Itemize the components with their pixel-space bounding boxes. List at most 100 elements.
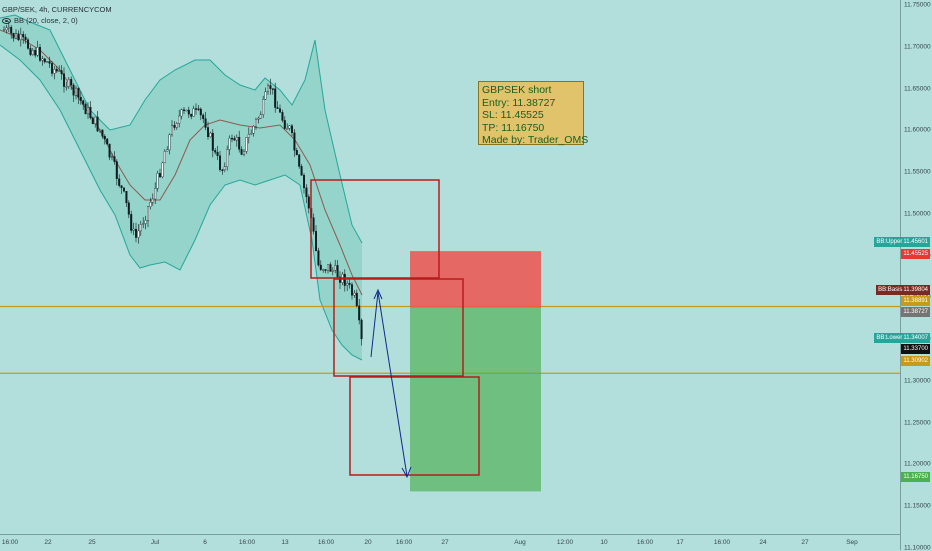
time-tick-label: 22 [44,539,52,546]
price-tag-value: 11.30902 [903,358,928,364]
price-tag-value: 11.39804 [903,287,928,293]
candle-body [209,132,212,137]
price-tag[interactable]: 11.30902 [901,356,930,366]
bb-upper-line [0,14,363,244]
price-tag[interactable]: 11.38727 [901,307,930,317]
price-tag-value: 11.33700 [903,346,928,352]
candle-body [46,61,49,63]
candle-body [89,106,92,119]
price-tick-label: 11.20000 [904,460,931,468]
candle-body [151,198,154,203]
candle-body [130,214,133,231]
candle-body [79,96,82,101]
candle-body [230,137,233,140]
candle-body [235,136,238,141]
rectangle-2[interactable] [349,376,480,476]
candle-body [125,190,128,204]
candle-body [110,156,113,158]
take-profit-zone[interactable] [410,307,541,492]
candle-body [7,26,10,29]
candle-body [149,202,152,207]
candle-body [84,104,87,115]
indicator-legend[interactable]: BB (20, close, 2, 0) [14,16,78,25]
candle-body [161,162,164,178]
candle-body [106,138,109,145]
price-tag[interactable]: 11.38891 [901,296,930,306]
price-tag[interactable]: 11.33700 [901,344,930,354]
bb-lower-line [0,44,363,361]
rectangle-1[interactable] [333,278,464,377]
candle-body [137,230,140,238]
price-tag[interactable]: 11.16750 [901,472,930,482]
candle-body [194,108,197,110]
candle-body [202,114,205,119]
price-tag[interactable]: BB:Lower11.34007 [874,333,930,343]
candle-body [245,137,248,152]
candle-body [343,273,346,286]
candle-body [353,292,356,296]
price-axis[interactable]: 11.75000 11.70000 11.65000 11.60000 11.55000… [900,0,932,551]
candle-body [216,152,219,157]
candle-body [175,123,178,128]
candle-body [197,108,200,110]
price-tag[interactable]: BB:Upper11.45601 [874,237,930,247]
rectangle-0[interactable] [310,179,440,279]
time-tick-label: 6 [203,539,207,546]
price-tag[interactable]: 11.45525 [901,249,930,259]
arrow-up-line[interactable] [370,291,379,358]
time-tick-label: 16:00 [636,539,654,546]
candle-body [319,264,322,270]
candle-body [63,73,66,87]
symbol-legend[interactable]: GBP/SEK, 4h, CURRENCYCOM [2,5,112,14]
candle-body [58,70,61,72]
time-tick-label: 20 [364,539,372,546]
price-tick-label: 11.25000 [904,419,931,426]
candle-body [39,47,42,61]
candle-body [65,86,68,88]
time-axis[interactable]: 16:00 22 25 Jul 6 16:00 13 16:00 20 16:00 27 Aug 12:… [0,534,900,550]
eye-icon[interactable] [2,17,11,24]
candle-body [312,217,315,232]
candle-body [127,202,130,215]
candle-body [288,125,291,129]
candle-body [204,118,207,128]
candle-body [322,269,325,271]
candle-body [72,84,75,96]
candle-body [120,185,123,189]
candle-body [96,116,99,132]
candle-body [240,149,243,155]
arrow-drawings[interactable] [370,288,412,479]
price-tick-label: 11.55000 [904,168,931,176]
candle-body [324,269,327,271]
time-tick-label: 24 [759,539,767,546]
candle-body [218,155,221,170]
candle-body [144,220,147,224]
candle-body [247,134,250,138]
candle-body [27,39,30,49]
chart-plot-area[interactable] [0,0,900,534]
candle-body [259,114,262,119]
candle-body [223,166,226,170]
arrow-down-line[interactable] [377,291,408,477]
candle-body [166,149,169,152]
rectangle-drawings[interactable] [310,179,480,476]
candle-body [295,150,298,156]
short-position-tool[interactable] [410,251,541,492]
candle-body [156,173,159,189]
candle-body [142,223,145,225]
price-tick-label: 11.60000 [904,126,931,134]
candle-body [170,125,173,135]
time-tick-label: 16:00 [395,539,413,546]
time-tick-label: Sep [846,539,858,546]
candle-body [115,161,118,179]
time-tick-label: 25 [88,539,96,546]
price-tag[interactable]: BB:Basis11.39804 [876,285,930,295]
candlesticks [3,20,363,346]
note-line-author: Made by: Trader_OMS [482,134,589,146]
candle-body [154,188,157,200]
candle-body [351,284,354,296]
candle-body [283,120,286,129]
trade-note[interactable]: GBPSEK short Entry: 11.38727 SL: 11.4552… [478,81,589,146]
candle-body [252,126,255,134]
candle-body [329,264,332,272]
